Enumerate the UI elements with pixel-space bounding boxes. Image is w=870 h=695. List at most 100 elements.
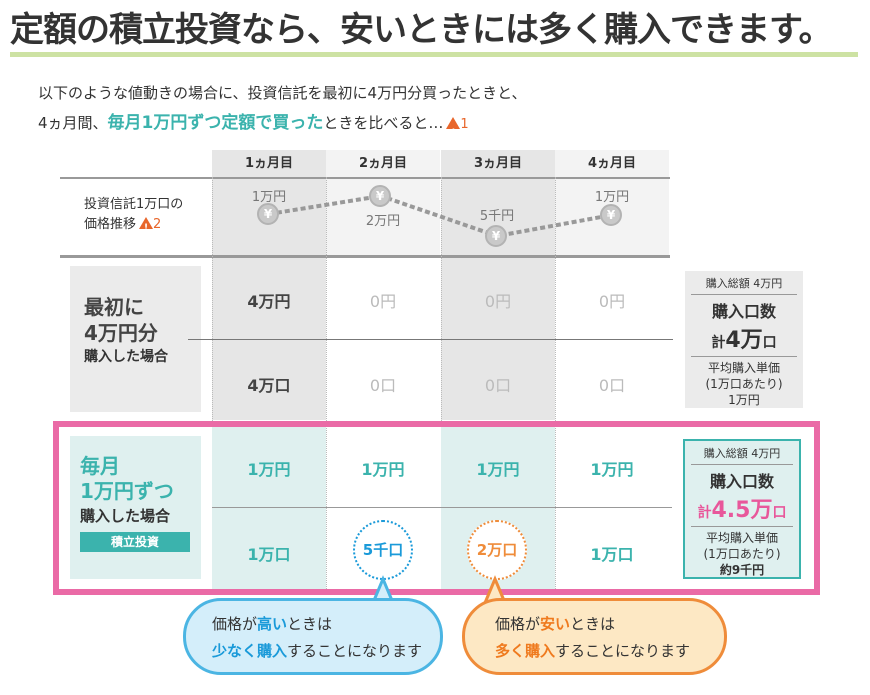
units-prefix: 計 bbox=[697, 505, 712, 521]
intro-text: 以下のような値動きの場合に、投資信託を最初に4万円分買ったときと、 4ヵ月間、毎… bbox=[38, 78, 527, 148]
lump-sum-label: 最初に 4万円分 購入した場合 bbox=[70, 266, 201, 412]
column-bg-month-1 bbox=[212, 150, 326, 420]
units-label: 購入口数 bbox=[711, 302, 776, 321]
callout-low-price: 価格が安いときは 多く購入することになります bbox=[462, 598, 727, 675]
price-month-2: 2万円 bbox=[365, 214, 401, 229]
price-trend-label: 投資信託1万口の 価格推移 2 bbox=[84, 195, 184, 238]
yen-coin-icon: ¥ bbox=[369, 185, 391, 207]
divider bbox=[212, 177, 213, 595]
header-month-1: 1ヵ月目 bbox=[244, 156, 294, 171]
page-title: 定額の積立投資なら、安いときには多く購入できます。 bbox=[10, 10, 833, 50]
lump-amount-2: 0円 bbox=[369, 292, 397, 311]
callout-high-price: 価格が高いときは 少なく購入することになります bbox=[183, 598, 443, 675]
units-label: 購入口数 bbox=[709, 472, 774, 491]
lump-amount-1: 4万円 bbox=[247, 292, 291, 311]
lump-label-3: 購入した場合 bbox=[84, 349, 168, 365]
lump-amount-3: 0円 bbox=[484, 292, 512, 311]
lump-summary-box: 購入総額 4万円 購入口数 計4万口 平均購入単価 (1万口あたり) 1万円 bbox=[685, 271, 803, 408]
monthly-units-3: 2万口 bbox=[467, 520, 527, 580]
monthly-amount-2: 1万円 bbox=[361, 460, 405, 479]
header-month-2: 2ヵ月目 bbox=[358, 156, 408, 171]
monthly-label-3: 購入した場合 bbox=[80, 507, 171, 525]
callout-high-line-2: 少なく購入することになります bbox=[212, 638, 440, 665]
avg-value: 1万円 bbox=[728, 393, 760, 407]
lump-units-2: 0口 bbox=[369, 376, 397, 395]
units-total: 計4.5万口 bbox=[691, 492, 793, 527]
avg-value: 約9千円 bbox=[719, 563, 765, 577]
callout-high-line-1: 価格が高いときは bbox=[212, 611, 440, 638]
price-label-line-1: 投資信託1万口の bbox=[84, 197, 184, 212]
units-total: 計4万口 bbox=[691, 322, 797, 357]
note-number: 2 bbox=[153, 217, 162, 232]
intro-highlight: 毎月1万円ずつ定額で買った bbox=[107, 113, 324, 133]
text: 価格が bbox=[212, 615, 258, 633]
column-bg-monthly-1 bbox=[212, 427, 326, 589]
lump-units-1: 4万口 bbox=[247, 376, 291, 395]
header-month-3: 3ヵ月目 bbox=[473, 156, 523, 171]
intro-line-2-pre: 4ヵ月間、 bbox=[38, 114, 108, 132]
price-month-4: 1万円 bbox=[594, 190, 630, 205]
monthly-label-2: 1万円ずつ bbox=[80, 479, 174, 503]
lump-label-2: 4万円分 bbox=[84, 321, 158, 345]
highlight: 高い bbox=[257, 615, 288, 633]
divider bbox=[441, 177, 442, 595]
units-prefix: 計 bbox=[711, 335, 726, 351]
total-amount: 購入総額 4万円 bbox=[691, 441, 793, 465]
tsumitate-badge: 積立投資 bbox=[80, 532, 190, 552]
avg-label: 平均購入単価 bbox=[705, 531, 778, 545]
callout-low-line-1: 価格が安いときは bbox=[495, 611, 724, 638]
lump-units-3: 0口 bbox=[484, 376, 512, 395]
monthly-units-4: 1万口 bbox=[590, 545, 634, 564]
row-divider bbox=[188, 339, 673, 340]
monthly-amount-3: 1万円 bbox=[476, 460, 520, 479]
units-suffix: 口 bbox=[762, 335, 777, 351]
warning-icon bbox=[446, 117, 461, 148]
text: することになります bbox=[287, 642, 423, 660]
yen-coin-icon: ¥ bbox=[600, 204, 622, 226]
monthly-amount-4: 1万円 bbox=[590, 460, 634, 479]
monthly-amount-1: 1万円 bbox=[247, 460, 291, 479]
warning-icon bbox=[139, 217, 154, 238]
lump-label-1: 最初に bbox=[84, 295, 144, 319]
callout-tails bbox=[367, 575, 511, 612]
monthly-summary-box: 購入総額 4万円 購入口数 計4.5万口 平均購入単価 (1万口あたり) 約9千… bbox=[683, 439, 801, 579]
price-month-3: 5千円 bbox=[479, 209, 515, 224]
avg-label: 平均購入単価 bbox=[707, 361, 780, 375]
highlight: 少なく購入 bbox=[212, 642, 288, 660]
intro-line-1: 以下のような値動きの場合に、投資信託を最初に4万円分買ったときと、 bbox=[38, 84, 527, 102]
units-suffix: 口 bbox=[772, 505, 787, 521]
avg-sublabel: (1万口あたり) bbox=[705, 377, 783, 391]
highlight: 安い bbox=[540, 615, 571, 633]
text: することになります bbox=[555, 642, 691, 660]
price-trend-line bbox=[268, 193, 613, 239]
highlight-frame bbox=[53, 421, 820, 595]
lump-amount-4: 0円 bbox=[598, 292, 626, 311]
divider bbox=[326, 177, 327, 595]
yen-coin-icon: ¥ bbox=[485, 225, 507, 247]
title-underline bbox=[10, 52, 858, 57]
intro-line-2-post: ときを比べると… bbox=[323, 114, 444, 132]
total-amount: 購入総額 4万円 bbox=[691, 271, 797, 295]
units-value: 4万 bbox=[725, 328, 763, 353]
monthly-label-1: 毎月 bbox=[80, 454, 120, 478]
highlight: 多く購入 bbox=[495, 642, 556, 660]
text: ときは bbox=[570, 615, 616, 633]
monthly-units-1: 1万口 bbox=[247, 545, 291, 564]
callout-low-line-2: 多く購入することになります bbox=[495, 638, 724, 665]
header-month-4: 4ヵ月目 bbox=[587, 156, 637, 171]
column-bg-month-3 bbox=[441, 150, 555, 420]
price-row bbox=[60, 177, 670, 258]
monthly-units-2: 5千口 bbox=[353, 520, 413, 580]
monthly-label: 毎月 1万円ずつ 購入した場合 積立投資 bbox=[70, 436, 201, 579]
row-divider bbox=[212, 507, 672, 508]
divider bbox=[555, 177, 556, 595]
price-month-1: 1万円 bbox=[251, 190, 287, 205]
price-label-line-2: 価格推移 2 bbox=[84, 215, 183, 238]
text: 価格が bbox=[495, 615, 541, 633]
units-value: 4.5万 bbox=[711, 498, 773, 523]
note-number: 1 bbox=[460, 117, 469, 132]
lump-units-4: 0口 bbox=[598, 376, 626, 395]
avg-sublabel: (1万口あたり) bbox=[703, 547, 781, 561]
text: ときは bbox=[287, 615, 333, 633]
price-label-text: 価格推移 bbox=[84, 217, 137, 232]
